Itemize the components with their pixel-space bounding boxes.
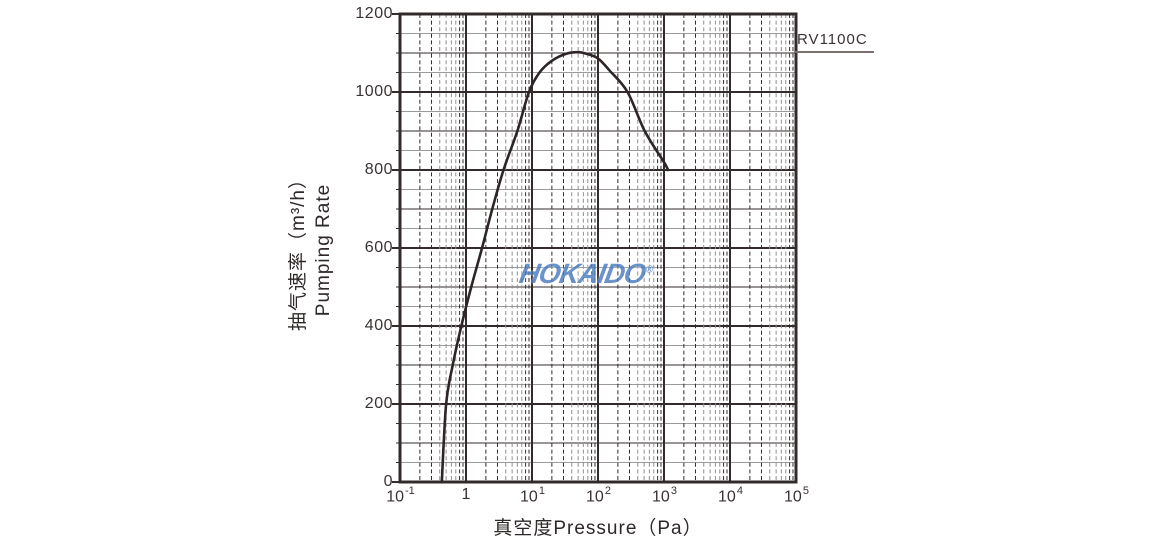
y-tick-label: 0 [383,473,393,490]
brand-watermark: HOKAIDO® [517,258,655,290]
x-tick-exponent: 5 [802,485,809,497]
x-tick-exponent: 3 [670,485,677,497]
x-tick-label: 104 [694,485,766,506]
x-tick-exponent: -1 [405,485,415,497]
y-tick-label: 600 [364,239,393,256]
x-tick-exponent: 1 [538,485,545,497]
x-tick-base: 10 [784,488,802,506]
x-tick-label: 101 [496,485,568,506]
x-tick-label: 103 [628,485,700,506]
x-tick-label: 105 [760,485,832,506]
x-tick-base: 10 [520,488,538,506]
plot-frame [398,12,798,484]
brand-watermark-text: HOKAIDO [517,258,648,289]
x-tick-base: 10 [386,488,404,506]
x-tick-exponent: 2 [604,485,611,497]
x-tick-label: 1 [430,486,502,504]
y-tick-label: 200 [364,395,393,412]
pumping-rate-curve [440,50,670,484]
x-tick-label: 102 [562,485,634,506]
x-tick-exponent: 4 [736,485,743,497]
y-tick-label: 1000 [355,83,393,100]
x-tick-base: 1 [461,486,471,503]
x-axis-title: 真空度Pressure（Pa） [493,518,703,539]
y-tick-label: 800 [364,161,393,178]
y-tick-label: 400 [364,317,393,334]
y-axis-title-cn: 抽气速率（m³/h） [288,168,309,332]
registered-trademark-icon: ® [644,264,654,276]
x-tick-base: 10 [652,488,670,506]
x-tick-base: 10 [586,488,604,506]
x-tick-base: 10 [718,488,736,506]
series-label: RV1100C [794,31,874,53]
x-tick-label: 10-1 [364,485,436,506]
y-tick-label: 1200 [355,5,393,22]
